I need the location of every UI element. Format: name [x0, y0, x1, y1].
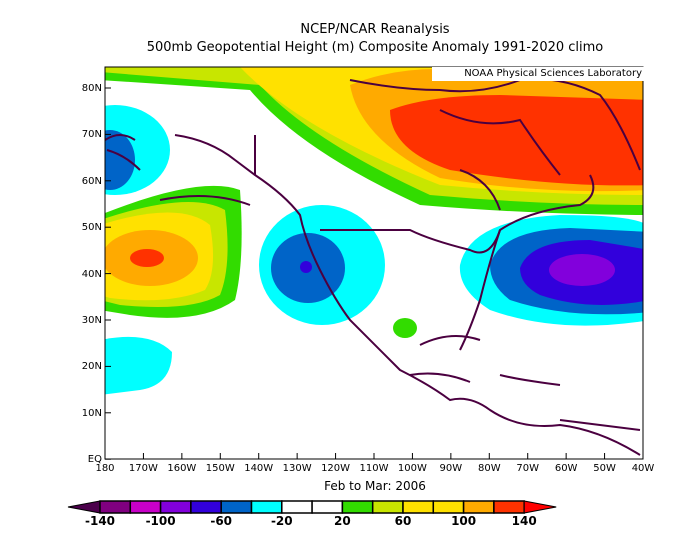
- colorbar-swatch: [341, 500, 374, 514]
- contour-red-north: [390, 95, 643, 186]
- colorbar-label: 60: [394, 514, 412, 528]
- colorbar-swatch: [220, 500, 253, 514]
- lon-label: 170W: [128, 463, 158, 474]
- lat-label: EQ: [87, 454, 102, 466]
- title-line1: NCEP/NCAR Reanalysis: [300, 22, 450, 37]
- contour-red-pacific: [130, 249, 164, 267]
- colorbar-over-triangle: [523, 500, 557, 514]
- lon-label: 90W: [439, 463, 463, 474]
- lon-label: 50W: [593, 463, 616, 474]
- subtitle: Feb to Mar: 2006: [324, 479, 426, 493]
- contour-cyan-subtrop: [105, 336, 172, 395]
- colorbar-swatch: [129, 500, 162, 514]
- contour-purple-atl: [549, 254, 615, 286]
- colorbar-label: 140: [511, 514, 537, 528]
- lat-label: 20N: [81, 361, 102, 373]
- colorbar-swatch: [159, 500, 192, 514]
- credit-label: NOAA Physical Sciences Laboratory: [432, 67, 644, 81]
- colorbar-label: -60: [210, 514, 233, 528]
- colorbar-label: -100: [145, 514, 176, 528]
- title-line2: 500mb Geopotential Height (m) Composite …: [146, 40, 604, 55]
- colorbar-label: -140: [84, 514, 116, 528]
- lon-label: 130W: [282, 463, 312, 474]
- colorbar-swatch: [462, 500, 495, 514]
- lon-label: 40W: [631, 463, 655, 474]
- lon-label: 80W: [477, 463, 501, 474]
- lon-label: 110W: [359, 463, 389, 474]
- colorbar-swatch: [493, 500, 525, 514]
- lat-label: 40N: [81, 268, 102, 280]
- lon-label: 100W: [397, 463, 427, 474]
- colorbar-label: -20: [270, 514, 293, 528]
- colorbar-label: 100: [451, 514, 477, 528]
- colorbar-swatch: [250, 500, 283, 514]
- colorbar-swatch: [281, 500, 313, 514]
- lat-label: 60N: [81, 175, 102, 187]
- lon-label: 160W: [167, 463, 197, 474]
- colorbar-swatch: [190, 500, 222, 514]
- colorbar-swatch: [99, 500, 132, 514]
- colorbar-under-triangle: [67, 500, 101, 514]
- contour-purple-nepac: [300, 261, 312, 273]
- lon-label: 60W: [554, 463, 578, 474]
- lat-label: 50N: [81, 222, 102, 234]
- lon-label: 120W: [321, 463, 351, 474]
- colorbar-swatch: [371, 500, 404, 514]
- colorbar-swatch: [432, 500, 465, 514]
- contour-blue-bering: [105, 130, 135, 190]
- lon-label: 180: [95, 463, 115, 474]
- lat-label: 70N: [81, 129, 102, 141]
- lat-label: 10N: [81, 407, 102, 419]
- colorbar-swatch: [311, 500, 344, 514]
- lon-label: 70W: [516, 463, 540, 474]
- lon-label: 140W: [244, 463, 274, 474]
- lon-label: 150W: [205, 463, 235, 474]
- lat-label: 80N: [81, 83, 102, 94]
- contour-green-mexico: [393, 318, 417, 338]
- colorbar-label: 20: [334, 514, 351, 528]
- lat-label: 30N: [81, 315, 102, 326]
- colorbar-swatch: [402, 500, 435, 514]
